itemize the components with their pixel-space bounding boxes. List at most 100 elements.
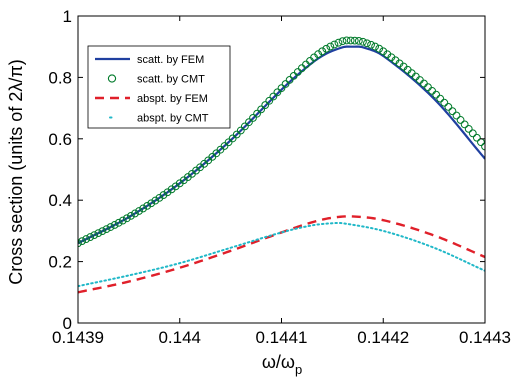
data-point — [78, 239, 82, 248]
data-point — [265, 96, 274, 105]
data-point — [342, 36, 351, 45]
data-point — [159, 191, 168, 199]
data-point — [228, 134, 237, 143]
data-point — [86, 233, 95, 241]
y-tick-label: 0.4 — [48, 191, 72, 210]
series-scatt-cmt-markers — [78, 36, 485, 248]
data-point — [326, 42, 335, 51]
data-point — [460, 120, 469, 129]
legend-marker-circle — [107, 74, 117, 83]
data-point — [440, 98, 449, 107]
data-point — [432, 90, 441, 99]
data-point — [102, 225, 111, 233]
data-point — [428, 86, 436, 95]
labels-layer: ω/ωp Cross section (units of 2λ/π) — [6, 59, 302, 377]
data-point — [94, 229, 103, 238]
x-axis-label-main: ω/ω — [262, 352, 295, 372]
x-tick-label: 0.144 — [158, 328, 201, 347]
data-point — [98, 227, 107, 236]
data-point — [338, 37, 347, 46]
data-point — [143, 201, 152, 210]
data-point — [436, 94, 445, 103]
data-point — [232, 130, 241, 139]
data-point — [151, 196, 160, 205]
data-point — [481, 142, 485, 151]
data-point — [322, 44, 331, 53]
x-tick-label: 0.1442 — [357, 328, 409, 347]
data-point — [155, 193, 164, 202]
x-axis-label: ω/ωp — [262, 352, 302, 377]
data-point — [456, 116, 465, 124]
series-abspt-fem-line — [78, 215, 485, 294]
data-point — [346, 36, 355, 45]
data-point — [82, 235, 91, 243]
data-point — [245, 118, 253, 127]
data-point — [114, 218, 123, 227]
data-point — [350, 36, 359, 45]
data-point — [236, 126, 245, 135]
y-axis-label: Cross section (units of 2λ/π) — [6, 59, 26, 285]
data-point — [127, 211, 135, 220]
data-point — [147, 199, 156, 208]
ticks-layer: 0.1439 0.144 0.1441 0.1442 0.1443 0 0.2 0.4 0.6 0… — [48, 7, 511, 347]
data-point — [468, 129, 477, 138]
data-point — [90, 231, 99, 239]
legend-label: scatt. by FEM — [137, 54, 204, 66]
data-point — [285, 76, 294, 84]
data-point — [106, 223, 115, 231]
y-tick-label: 0 — [63, 314, 72, 333]
data-point — [330, 40, 339, 49]
legend-item: abspt. by CMT — [109, 113, 209, 125]
data-point — [139, 204, 148, 213]
data-point — [269, 92, 278, 101]
y-tick-label: 1 — [63, 7, 72, 26]
data-point — [444, 103, 453, 111]
x-tick-label: 0.1443 — [459, 328, 511, 347]
data-point — [257, 105, 266, 114]
data-point — [448, 107, 457, 116]
legend-item: scatt. by FEM — [95, 54, 204, 66]
series-abspt-cmt-line — [78, 221, 485, 288]
y-tick-label: 0.2 — [48, 253, 72, 272]
data-point — [240, 122, 249, 131]
data-point — [464, 124, 473, 133]
data-point — [472, 133, 481, 142]
data-point — [122, 214, 131, 223]
legend-label: abspt. by CMT — [137, 113, 209, 125]
data-point — [318, 47, 327, 56]
data-point — [371, 42, 380, 51]
legend-label: abspt. by FEM — [137, 93, 208, 105]
data-point — [334, 38, 343, 47]
data-point — [420, 79, 428, 88]
y-tick-label: 0.6 — [48, 130, 72, 149]
data-point — [110, 221, 119, 229]
x-tick-label: 0.1439 — [52, 328, 104, 347]
data-point — [477, 138, 485, 147]
legend-item: scatt. by CMT — [107, 74, 205, 86]
y-tick-label: 0.8 — [48, 68, 72, 87]
data-point — [363, 39, 371, 48]
series-layer — [78, 36, 485, 294]
data-point — [375, 44, 384, 53]
data-point — [249, 114, 257, 122]
legend: scatt. by FEM scatt. by CMT abspt. by FEM a… — [87, 45, 231, 129]
data-point — [118, 216, 127, 225]
data-point — [424, 83, 432, 92]
x-axis-label-subscript: p — [295, 362, 302, 377]
data-point — [135, 207, 143, 215]
data-point — [452, 111, 461, 120]
data-point — [78, 237, 86, 246]
data-point — [277, 84, 286, 93]
data-point — [367, 40, 375, 49]
data-point — [253, 109, 261, 118]
data-point — [281, 80, 290, 88]
legend-item: abspt. by FEM — [95, 93, 208, 105]
data-point — [131, 209, 139, 218]
data-point — [359, 37, 367, 46]
legend-label: scatt. by CMT — [137, 74, 205, 86]
data-point — [273, 88, 282, 97]
data-point — [289, 71, 298, 80]
data-point — [354, 36, 363, 45]
data-point — [261, 101, 270, 109]
